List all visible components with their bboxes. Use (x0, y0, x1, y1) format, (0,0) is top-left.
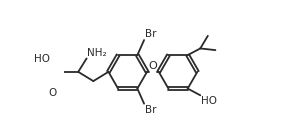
Text: NH₂: NH₂ (88, 48, 107, 58)
Text: Br: Br (145, 29, 156, 39)
Text: Br: Br (145, 105, 156, 115)
Text: O: O (48, 88, 56, 98)
Text: HO: HO (201, 96, 217, 106)
Text: O: O (149, 61, 157, 71)
Text: HO: HO (34, 54, 50, 64)
